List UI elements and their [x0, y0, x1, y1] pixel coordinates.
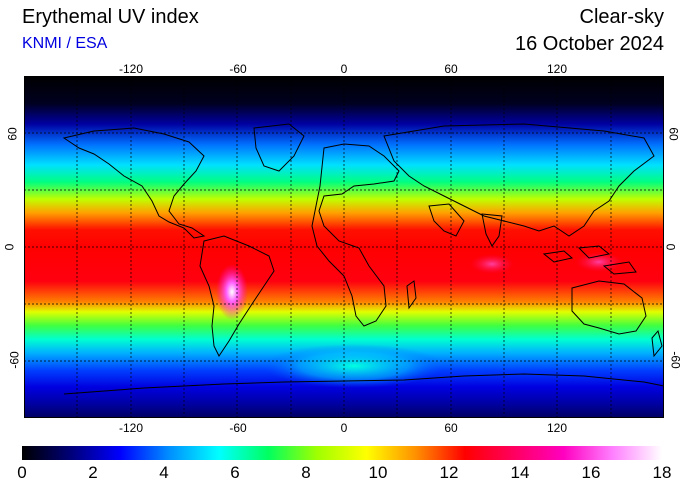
antarctic-bright-band	[264, 344, 444, 388]
new-guinea-uv-maximum	[575, 252, 623, 272]
lat-tick-left: 0	[2, 243, 17, 251]
colorbar-tick: 16	[581, 463, 601, 482]
lat-tick-left: 60	[5, 127, 20, 141]
lat-tick-right: 0	[663, 243, 678, 251]
lon-tick-bottom: 60	[444, 421, 458, 435]
map-date: 16 October 2024	[515, 33, 664, 55]
lat-tick-left: -60	[7, 351, 22, 369]
uv-map-svg	[24, 76, 664, 418]
graticule	[24, 76, 664, 418]
uv-index-map[interactable]	[24, 76, 664, 418]
andes-uv-maximum	[216, 264, 248, 320]
lon-tick-bottom: 120	[546, 421, 568, 435]
data-credit: KNMI / ESA	[22, 35, 108, 52]
map-frame	[24, 76, 664, 418]
colorbar-tick: 0	[17, 463, 27, 482]
colorbar-tick: 10	[368, 463, 388, 482]
lon-tick-top: 60	[444, 62, 458, 76]
lon-tick-top: 120	[546, 62, 568, 76]
colorbar-tick: 18	[652, 463, 672, 482]
highlands-uv-maximum	[470, 254, 514, 274]
map-title: Erythemal UV index	[22, 6, 199, 28]
lon-tick-top: -60	[229, 62, 247, 76]
colorbar-tick: 12	[439, 463, 459, 482]
lon-tick-top: 0	[340, 62, 348, 76]
sky-condition: Clear-sky	[579, 6, 664, 28]
lat-tick-right: 60	[666, 127, 681, 141]
lon-tick-bottom: -120	[118, 421, 144, 435]
lon-tick-bottom: -60	[229, 421, 247, 435]
lon-tick-top: -120	[118, 62, 144, 76]
lat-tick-right: -60	[668, 351, 683, 369]
uv-colorbar	[22, 446, 662, 460]
colorbar-tick: 2	[88, 463, 98, 482]
lon-tick-bottom: 0	[340, 421, 348, 435]
colorbar-tick: 4	[159, 463, 169, 482]
colorbar-tick: 14	[510, 463, 530, 482]
colorbar-tick: 8	[301, 463, 311, 482]
colorbar-tick: 6	[230, 463, 240, 482]
